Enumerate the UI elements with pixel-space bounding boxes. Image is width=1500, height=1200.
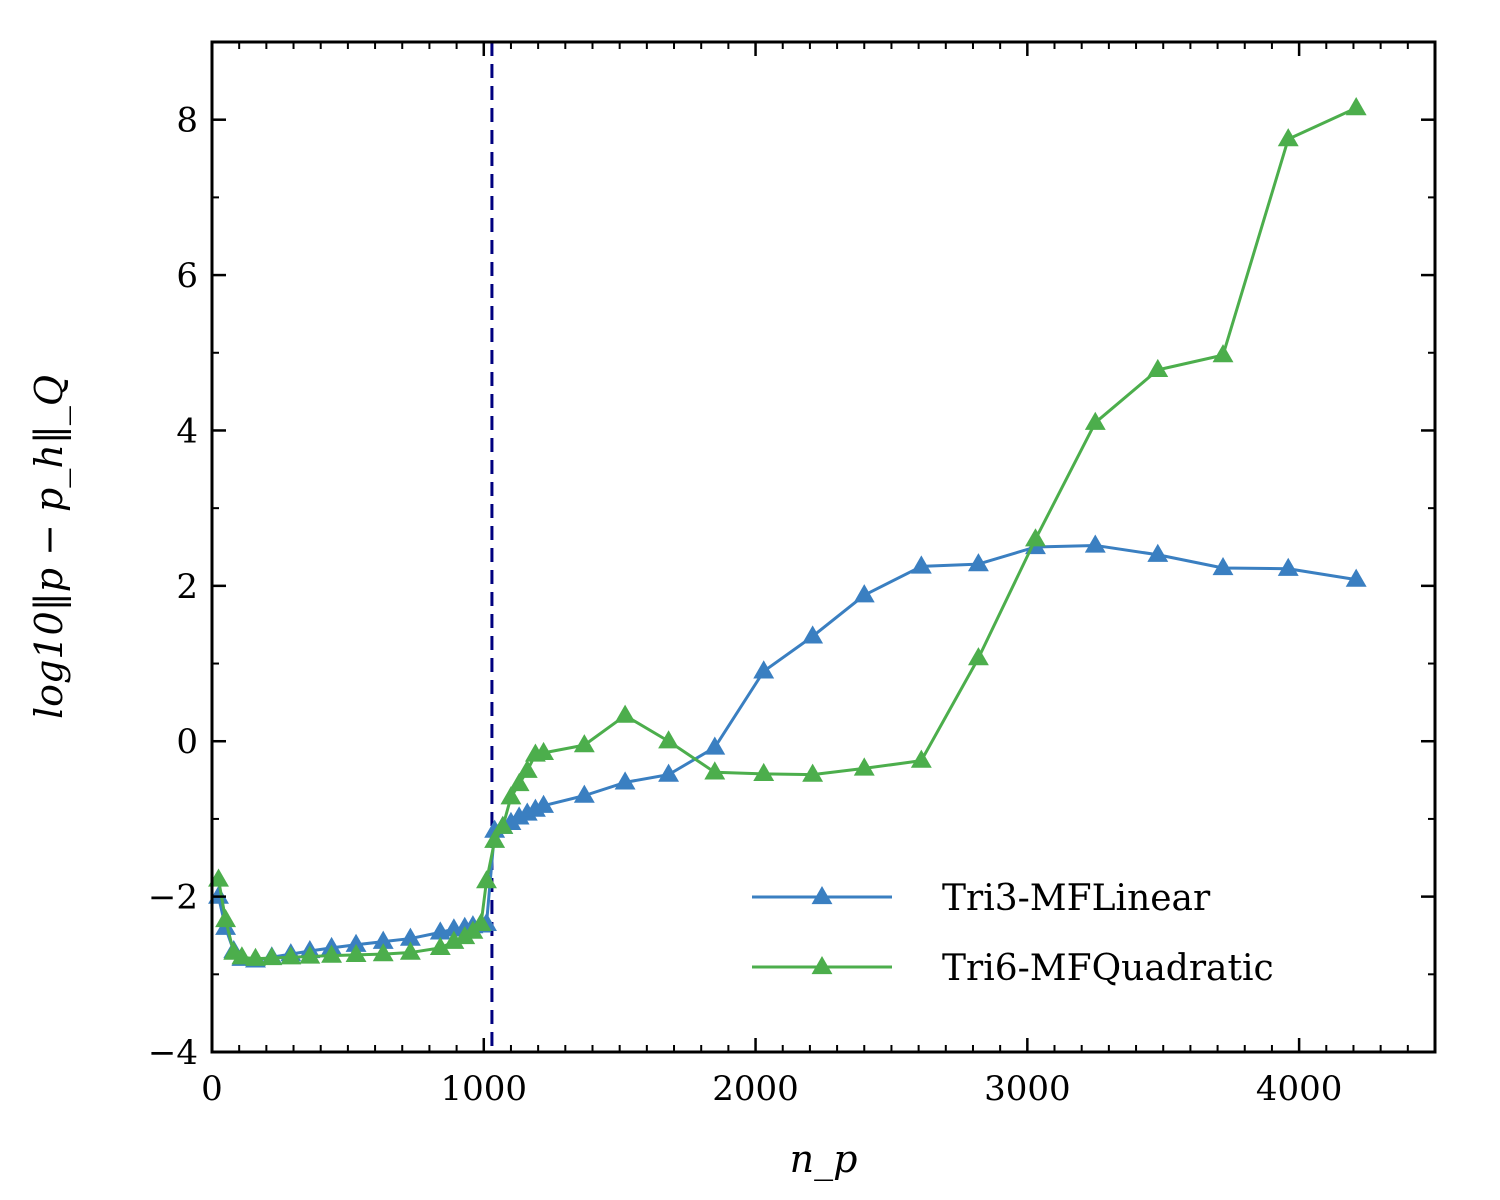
data-point [261, 946, 283, 966]
series-layer [208, 97, 1367, 968]
data-point [1345, 97, 1367, 116]
data-point [280, 946, 302, 965]
data-point [704, 736, 726, 755]
data-point [1277, 557, 1299, 576]
y-tick-label: −2 [148, 878, 198, 918]
data-point [516, 759, 538, 778]
data-point [1212, 556, 1234, 576]
data-point [500, 786, 522, 805]
data-point [573, 784, 595, 803]
data-point [321, 944, 343, 963]
legend: Tri3-MFLinear Tri6-MFQuadratic [752, 878, 1274, 989]
data-point [614, 704, 636, 723]
x-tick-label: 2000 [712, 1069, 799, 1109]
data-point [372, 930, 394, 949]
data-point [399, 927, 421, 946]
data-point [508, 772, 530, 792]
data-point [1345, 568, 1367, 587]
y-tick-label: 4 [176, 411, 198, 451]
legend-marker-tri6 [811, 956, 833, 975]
data-point [492, 815, 514, 834]
y-axis-label: log10‖p − p_h‖_Q [27, 375, 72, 719]
axis-ticks [210, 41, 1436, 1054]
data-point [1147, 543, 1169, 562]
data-point [573, 734, 595, 753]
x-tick-label: 0 [201, 1069, 223, 1109]
series-line [217, 106, 1357, 961]
data-point [1147, 358, 1169, 378]
data-point [470, 912, 492, 931]
data-point [231, 946, 253, 965]
data-point [1277, 128, 1299, 147]
data-point [345, 943, 367, 963]
data-point [345, 933, 367, 952]
x-tick-label: 3000 [984, 1069, 1071, 1109]
data-point [1084, 411, 1106, 430]
plot-frame [210, 40, 1437, 1054]
data-point [967, 553, 989, 572]
y-tick-label: 8 [176, 101, 198, 141]
data-point [533, 794, 555, 813]
x-axis-label: n_p [790, 1137, 858, 1182]
data-point [429, 936, 451, 956]
data-point [910, 555, 932, 574]
data-point [399, 941, 421, 960]
data-point [299, 945, 321, 964]
data-point [476, 870, 497, 889]
data-point [802, 763, 824, 782]
y-tick-label: 0 [176, 722, 198, 762]
data-point [1212, 344, 1234, 363]
data-point [753, 660, 775, 679]
y-tick-label: 6 [176, 256, 198, 296]
y-tick-label: 2 [176, 567, 198, 607]
data-point [753, 762, 775, 782]
data-point [533, 741, 555, 761]
data-point [910, 749, 932, 768]
data-point [443, 930, 465, 949]
y-tick-label: −4 [148, 1033, 198, 1073]
tick-labels: 0 1000 2000 3000 4000 −4 −2 0 2 4 6 8 [148, 101, 1343, 1109]
data-point [658, 763, 680, 782]
data-point [853, 757, 875, 776]
data-point [967, 647, 989, 666]
legend-marker-tri3 [811, 886, 833, 905]
data-point [658, 730, 680, 749]
x-tick-label: 4000 [1256, 1069, 1343, 1109]
data-point [484, 829, 506, 848]
legend-label-tri6: Tri6-MFQuadratic [942, 948, 1274, 989]
data-point [215, 908, 237, 928]
data-point [704, 761, 726, 780]
data-point [245, 947, 266, 966]
data-point [802, 625, 824, 644]
x-tick-label: 1000 [441, 1069, 528, 1109]
data-point [372, 943, 394, 962]
data-point [853, 584, 875, 603]
legend-label-tri3: Tri3-MFLinear [942, 878, 1211, 919]
series-tri6-mfquadratic [208, 97, 1367, 966]
data-point [1025, 528, 1046, 547]
data-point [614, 771, 636, 790]
data-point [1084, 534, 1106, 553]
